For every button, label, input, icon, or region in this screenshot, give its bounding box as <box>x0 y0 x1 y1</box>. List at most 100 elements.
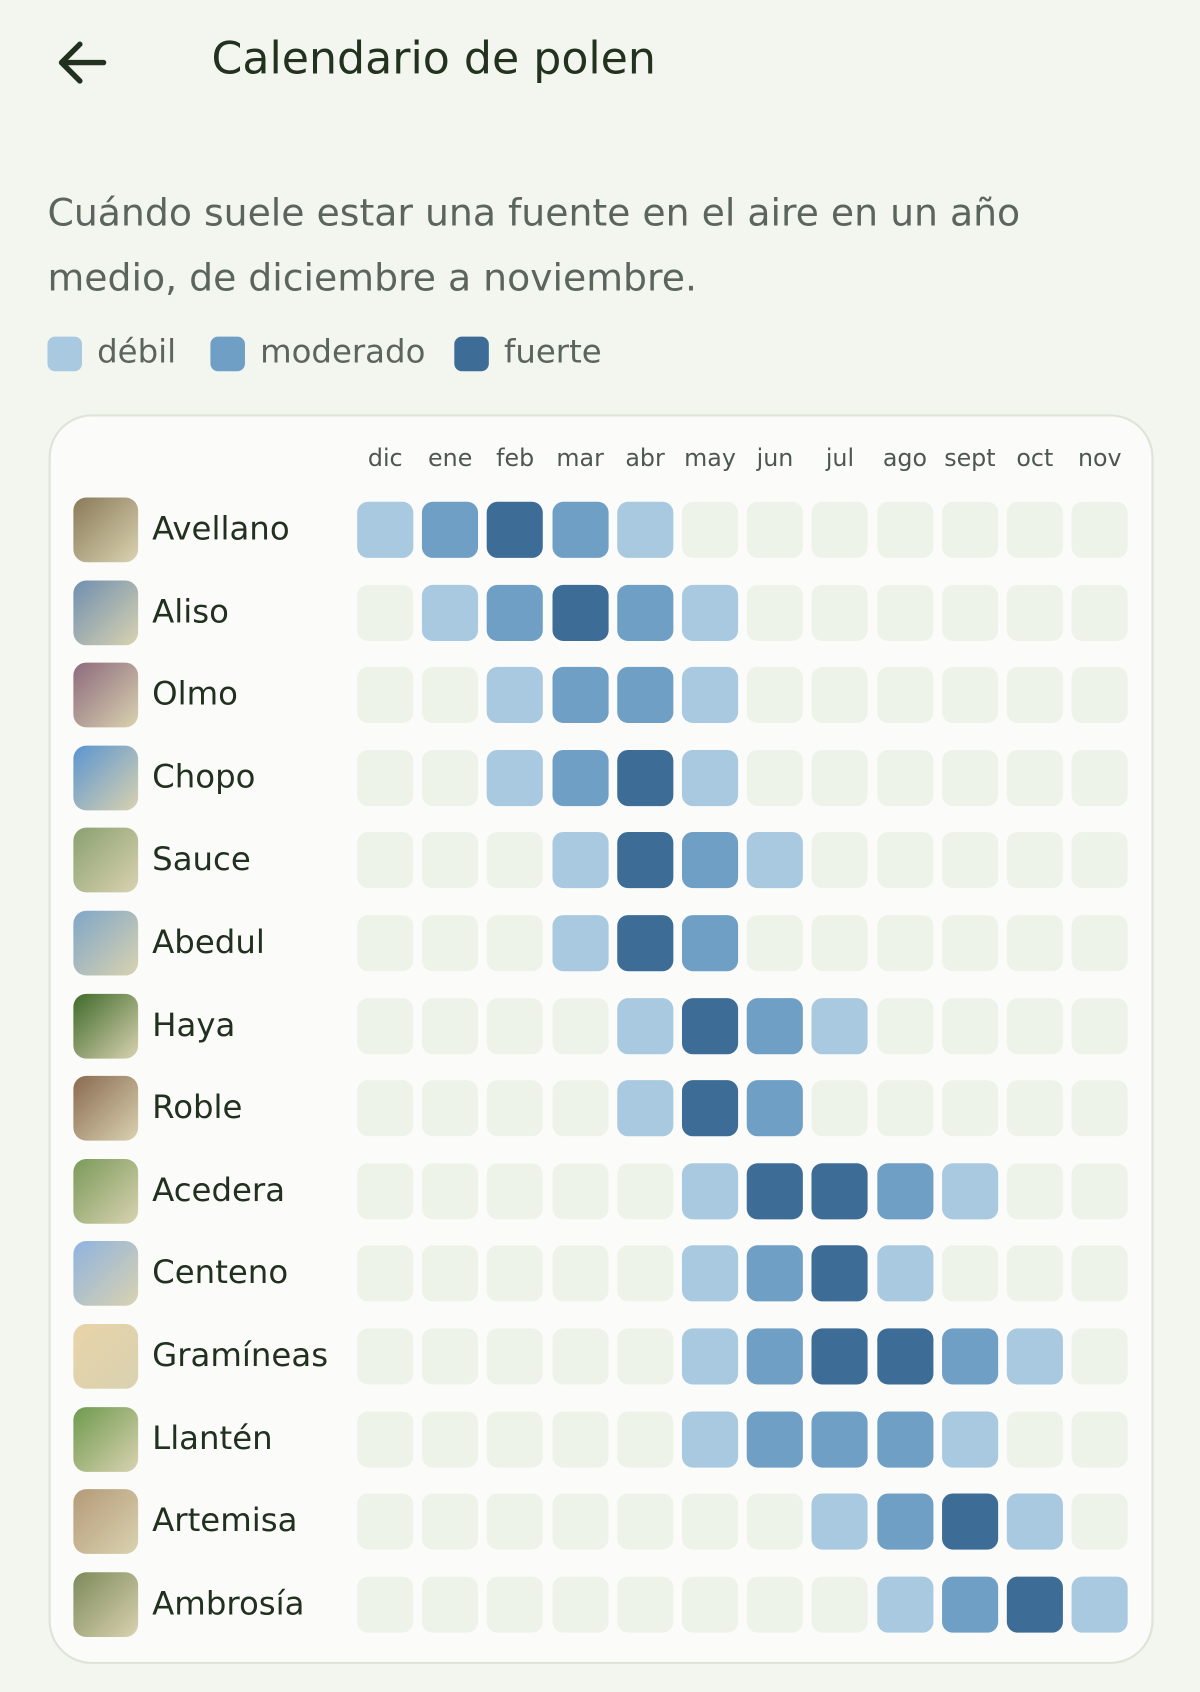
level-cell <box>422 1080 479 1137</box>
level-cell <box>681 584 739 641</box>
level-cell <box>811 501 869 558</box>
plant-image <box>73 580 139 645</box>
plant-name: Gramíneas <box>152 1337 329 1375</box>
plant-image <box>73 1324 139 1389</box>
level-cell <box>681 1493 739 1550</box>
plant-name: Acedera <box>152 1171 286 1210</box>
level-cell <box>876 915 933 972</box>
level-cell <box>746 749 804 806</box>
level-cell <box>487 1080 544 1137</box>
level-cell <box>1071 584 1128 641</box>
level-cell <box>1006 1328 1063 1385</box>
level-cell <box>422 1493 479 1550</box>
legend-swatch <box>47 336 83 372</box>
level-cell <box>552 667 609 724</box>
plant-name: Haya <box>152 1006 236 1045</box>
level-cell <box>552 1576 609 1633</box>
plant-image <box>73 1158 139 1224</box>
level-cell <box>746 832 804 889</box>
level-cell <box>811 915 869 972</box>
level-cell <box>876 749 933 806</box>
plant-name: Sauce <box>152 841 251 879</box>
month-label: nov <box>1077 445 1122 473</box>
level-cell <box>746 584 804 641</box>
level-cell <box>1006 1493 1063 1550</box>
level-cell <box>681 1576 739 1633</box>
level-cell <box>357 1245 414 1302</box>
level-cell <box>811 1576 869 1633</box>
month-label: mar <box>556 445 604 473</box>
level-cell <box>681 749 739 806</box>
level-cell <box>617 1576 674 1633</box>
level-cell <box>357 832 414 889</box>
month-label: jul <box>825 445 855 473</box>
level-cell <box>422 584 479 641</box>
level-cell <box>422 997 479 1054</box>
level-cell <box>681 997 739 1054</box>
level-cell <box>357 749 414 806</box>
plant-name: Olmo <box>152 675 238 714</box>
level-cell <box>617 915 674 972</box>
level-cell <box>487 501 544 558</box>
month-label: feb <box>496 445 535 473</box>
plant-name: Chopo <box>152 758 256 797</box>
month-label: sept <box>944 445 996 473</box>
plant-name: Avellano <box>152 510 290 549</box>
level-cell <box>552 832 609 889</box>
level-cell <box>941 1245 998 1302</box>
level-cell <box>357 1328 414 1385</box>
level-cell <box>876 997 933 1054</box>
plant-name: Centeno <box>152 1254 289 1293</box>
plant-name: Artemisa <box>152 1502 298 1541</box>
level-cell <box>1071 1163 1128 1220</box>
plant-image <box>73 1076 139 1141</box>
level-cell <box>487 1493 544 1550</box>
level-cell <box>746 1493 804 1550</box>
month-label: may <box>684 445 736 473</box>
month-label: ene <box>428 445 473 473</box>
level-cell <box>876 1245 933 1302</box>
level-cell <box>876 1328 933 1385</box>
level-cell <box>1071 997 1128 1054</box>
level-cell <box>487 1328 544 1385</box>
level-cell <box>811 1328 869 1385</box>
legend-label: fuerte <box>503 333 602 372</box>
level-cell <box>746 667 804 724</box>
level-cell <box>1006 915 1063 972</box>
level-cell <box>811 832 869 889</box>
level-cell <box>681 1328 739 1385</box>
level-cell <box>681 501 739 558</box>
legend-swatch <box>454 336 489 372</box>
level-cell <box>617 1080 674 1137</box>
level-cell <box>941 1328 998 1385</box>
level-cell <box>617 1163 674 1220</box>
level-cell <box>941 584 998 641</box>
level-cell <box>811 1080 869 1137</box>
level-cell <box>357 1493 414 1550</box>
level-cell <box>876 584 933 641</box>
level-cell <box>681 915 739 972</box>
level-cell <box>422 749 479 806</box>
level-cell <box>552 1163 609 1220</box>
level-cell <box>422 667 479 724</box>
plant-image <box>73 497 139 563</box>
level-cell <box>422 1411 479 1468</box>
level-cell <box>552 584 609 641</box>
level-cell <box>487 1245 544 1302</box>
level-cell <box>422 1328 479 1385</box>
level-cell <box>746 501 804 558</box>
level-cell <box>811 1163 869 1220</box>
plant-name: Abedul <box>152 923 265 962</box>
level-cell <box>552 997 609 1054</box>
level-cell <box>552 501 609 558</box>
level-cell <box>941 997 998 1054</box>
level-cell <box>876 1411 933 1468</box>
level-cell <box>617 1411 674 1468</box>
level-cell <box>681 1080 739 1137</box>
level-cell <box>357 1576 414 1633</box>
level-cell <box>422 832 479 889</box>
back-button[interactable] <box>54 35 110 91</box>
plant-image <box>73 745 139 811</box>
level-cell <box>357 915 414 972</box>
